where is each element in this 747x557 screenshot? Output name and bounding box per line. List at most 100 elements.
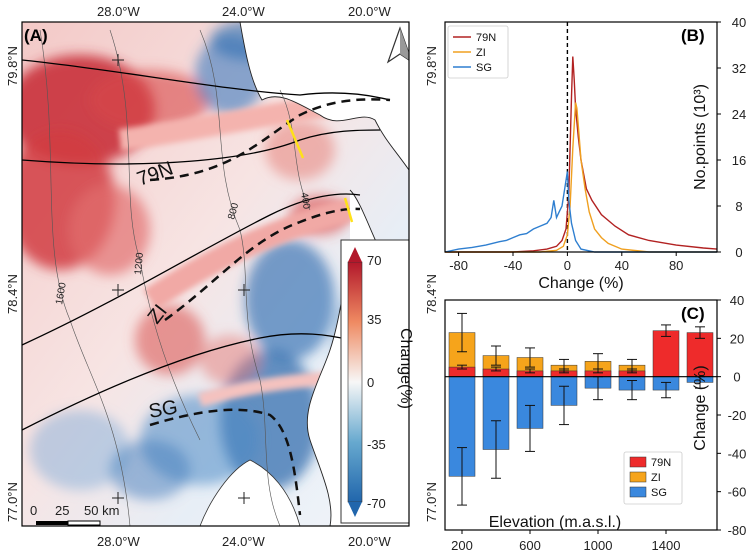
bar-y-tick: -80 bbox=[728, 523, 747, 538]
contour-label-800: 800 bbox=[226, 201, 241, 220]
histogram-panel-label: (B) bbox=[681, 26, 705, 45]
bar-y-tick: 40 bbox=[730, 293, 744, 308]
histogram-legend-frame bbox=[447, 25, 509, 79]
map-panel: 79N ZI SG 1600 1200 800 400 0 25 50 km 7… bbox=[5, 4, 439, 549]
map-left-tick-798n: 79.8°N bbox=[5, 46, 20, 86]
bar-y-tick: -20 bbox=[728, 408, 747, 423]
map-bottom-tick-28w: 28.0°W bbox=[97, 534, 141, 549]
histogram-x-label: Change (%) bbox=[538, 275, 623, 292]
bar-y-tick: 20 bbox=[730, 331, 744, 346]
histogram-series-sg bbox=[444, 171, 717, 253]
histogram-x-tick: 0 bbox=[564, 258, 571, 273]
map-bottom-tick-24w: 24.0°W bbox=[222, 534, 266, 549]
map-contour-1600 bbox=[39, 29, 131, 526]
bar-legend-swatch-zi bbox=[629, 471, 647, 483]
bar-legend-swatch-79n bbox=[629, 456, 647, 468]
histogram-y-label: No.points (10³) bbox=[692, 84, 709, 190]
map-right-tick-784n: 78.4°N bbox=[424, 274, 439, 314]
map-right-tick-770n: 77.0°N bbox=[424, 482, 439, 522]
map-bottom-tick-20w: 20.0°W bbox=[348, 534, 392, 549]
map-contour-800 bbox=[199, 29, 281, 526]
bar-y-tick: -40 bbox=[728, 446, 747, 461]
colorbar-tick-0: 0 bbox=[367, 375, 374, 390]
colorbar-min-arrow-icon bbox=[348, 502, 362, 517]
colorbar-max-arrow-icon bbox=[348, 247, 362, 262]
histogram-x-tick: -80 bbox=[449, 258, 468, 273]
scale-label-0: 0 bbox=[30, 503, 37, 518]
north-arrow-icon bbox=[386, 26, 409, 64]
bar-legend-label-zi: ZI bbox=[651, 472, 661, 484]
colorbar-title: Change(%) bbox=[397, 328, 414, 409]
map-flowline-79n bbox=[149, 98, 391, 182]
contour-label-1600: 1600 bbox=[54, 281, 69, 305]
bar-y-label: Change (%) bbox=[692, 365, 709, 450]
map-grounding-line-79n bbox=[285, 119, 305, 159]
elevation-bar-panel: 200 600 1000 1400 -80 -60 -40 -20 0 20 40 Elevation… bbox=[444, 293, 747, 553]
colorbar-gradient bbox=[347, 261, 363, 503]
glacier-label-sg: SG bbox=[147, 396, 179, 423]
map-change-field bbox=[22, 22, 385, 500]
bar-x-label: Elevation (m.a.s.l.) bbox=[489, 514, 621, 531]
bar-y-tick: 0 bbox=[733, 370, 740, 385]
map-coastline-north bbox=[239, 22, 409, 171]
map-panel-label: (A) bbox=[24, 26, 48, 45]
bar-79n bbox=[686, 332, 714, 377]
histogram-legend-label-sg: SG bbox=[476, 62, 492, 74]
map-left-tick-784n: 78.4°N bbox=[5, 274, 20, 314]
histogram-x-tick: -40 bbox=[504, 258, 523, 273]
histogram-series-79n bbox=[445, 56, 718, 253]
map-basin-79n-north bbox=[22, 59, 391, 101]
map-frame bbox=[21, 21, 410, 527]
bar-legend-swatch-sg bbox=[629, 486, 647, 498]
bar-legend: 79N ZI SG bbox=[623, 451, 683, 505]
histogram-x-tick: 80 bbox=[669, 258, 683, 273]
contour-label-1200: 1200 bbox=[133, 252, 146, 276]
bar-legend-label-79n: 79N bbox=[651, 457, 671, 469]
colorbar-tick-70: 70 bbox=[367, 253, 381, 268]
map-top-tick-20w: 20.0°W bbox=[348, 4, 392, 19]
scale-bar: 0 25 50 km bbox=[30, 503, 119, 526]
bar-y-tick: -60 bbox=[728, 485, 747, 500]
map-basin-sg-south bbox=[22, 333, 351, 431]
map-coast-south bbox=[199, 459, 301, 526]
map-top-tick-24w: 24.0°W bbox=[222, 4, 266, 19]
bar-x-tick: 600 bbox=[519, 538, 541, 553]
colorbar-tick-m70: -70 bbox=[367, 496, 386, 511]
map-colorbar: 70 35 0 -35 -70 Change(%) bbox=[340, 239, 414, 524]
bar-panel-label: (C) bbox=[681, 304, 705, 323]
bar-79n bbox=[652, 330, 680, 377]
histogram-y-tick: 32 bbox=[732, 61, 746, 76]
bar-x-tick: 1400 bbox=[652, 538, 681, 553]
colorbar-tick-m35: -35 bbox=[367, 437, 386, 452]
bar-x-tick: 200 bbox=[451, 538, 473, 553]
bar-x-tick: 1000 bbox=[584, 538, 613, 553]
histogram-panel: -80 -40 0 40 80 0 8 16 24 32 40 Change (%) No.points… bbox=[444, 15, 746, 292]
scale-label-50: 50 km bbox=[84, 503, 119, 518]
histogram-frame bbox=[444, 21, 718, 253]
map-raster bbox=[22, 22, 409, 526]
map-right-tick-798n: 79.8°N bbox=[424, 46, 439, 86]
map-top-tick-28w: 28.0°W bbox=[97, 4, 141, 19]
scale-label-25: 25 bbox=[55, 503, 69, 518]
contour-label-400: 400 bbox=[298, 192, 312, 211]
map-basin-79n-south bbox=[22, 129, 381, 165]
map-coast-north bbox=[240, 22, 409, 170]
map-flowline-zi bbox=[164, 207, 361, 322]
histogram-legend-label-zi: ZI bbox=[476, 47, 486, 59]
histogram-y-tick: 24 bbox=[732, 107, 746, 122]
map-basin-zi-south bbox=[22, 193, 361, 346]
histogram-y-tick: 8 bbox=[735, 199, 742, 214]
colorbar-tick-35: 35 bbox=[367, 312, 381, 327]
map-contour-1200 bbox=[109, 29, 201, 441]
map-left-tick-770n: 77.0°N bbox=[5, 482, 20, 522]
histogram-y-tick: 0 bbox=[735, 245, 742, 260]
histogram-y-tick: 40 bbox=[732, 15, 746, 30]
map-grounding-line-zi bbox=[343, 197, 354, 223]
histogram-legend: 79N ZI SG bbox=[447, 25, 509, 79]
histogram-series-zi bbox=[445, 102, 717, 253]
map-flowline-sg bbox=[149, 408, 302, 516]
bar-legend-label-sg: SG bbox=[651, 487, 667, 499]
histogram-legend-label-79n: 79N bbox=[476, 32, 496, 44]
map-contour-400 bbox=[279, 89, 311, 211]
